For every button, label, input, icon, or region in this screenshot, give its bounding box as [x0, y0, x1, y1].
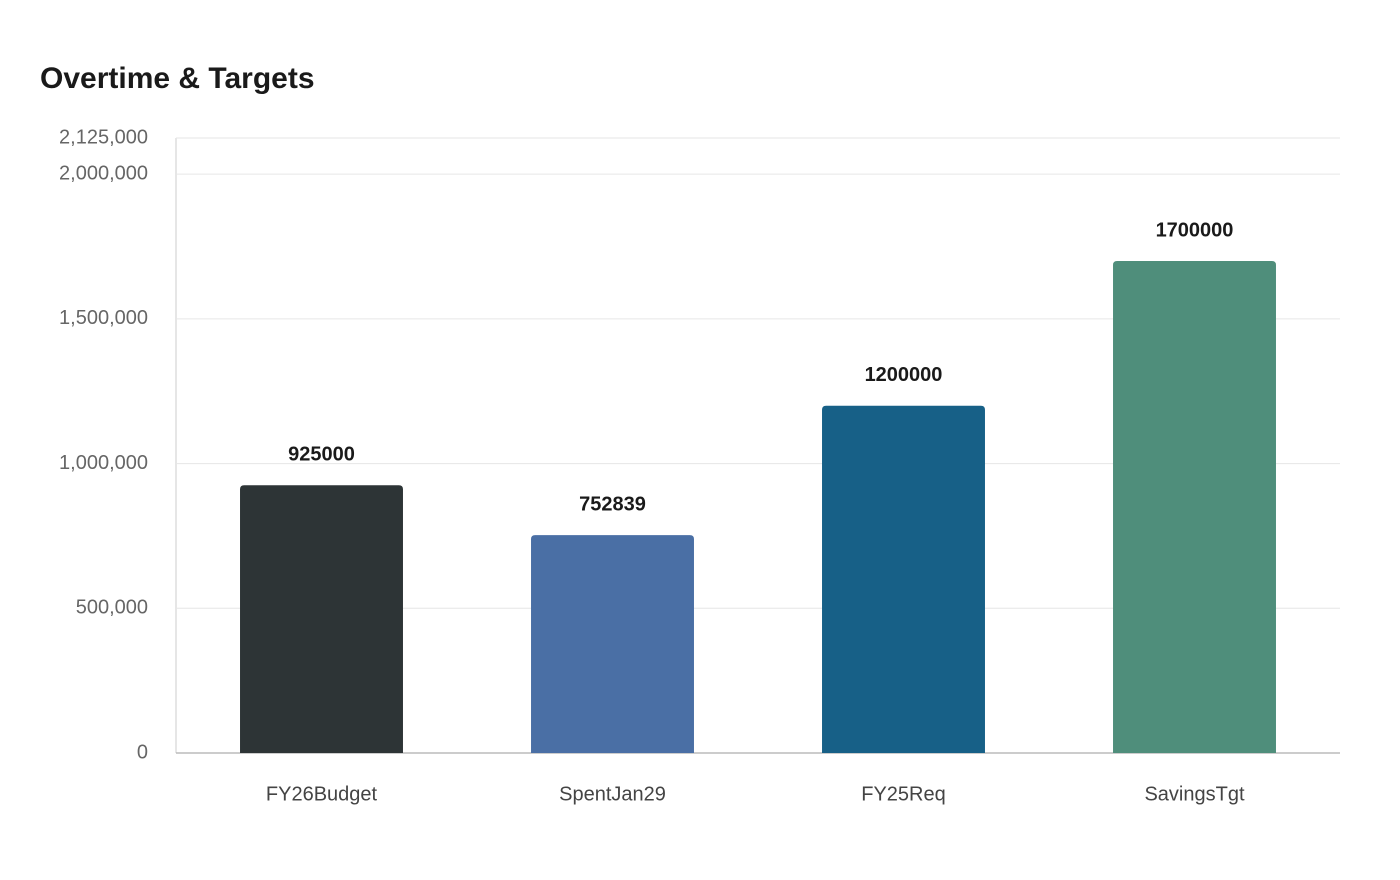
y-tick-label: 2,125,000 [59, 126, 148, 148]
y-tick-label: 500,000 [76, 597, 148, 619]
x-tick-label: SpentJan29 [559, 783, 666, 805]
value-label: 925000 [288, 444, 355, 466]
value-label: 752839 [579, 493, 646, 515]
y-tick-label: 1,000,000 [59, 452, 148, 474]
value-label: 1700000 [1156, 219, 1234, 241]
bar [822, 405, 985, 753]
bar [240, 485, 403, 753]
x-tick-label: SavingsTgt [1144, 783, 1244, 805]
bar [531, 535, 694, 753]
y-tick-label: 1,500,000 [59, 307, 148, 329]
y-tick-label: 0 [137, 741, 148, 763]
chart-title: Overtime & Targets [40, 62, 315, 95]
y-tick-label: 2,000,000 [59, 162, 148, 184]
x-tick-label: FY25Req [861, 783, 946, 805]
value-label: 1200000 [865, 364, 943, 386]
x-tick-label: FY26Budget [266, 783, 378, 805]
bar [1113, 261, 1276, 753]
